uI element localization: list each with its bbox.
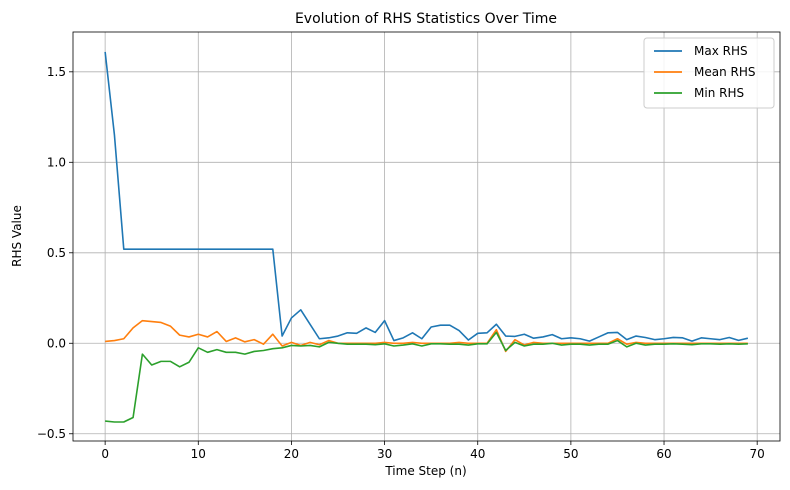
legend-label-mean-rhs: Mean RHS [694,65,756,79]
series-line-mean-rhs [105,319,748,353]
series-line-min-rhs [105,331,748,423]
x-tick-label: 30 [377,447,392,461]
y-tick-label: 0.5 [47,246,66,260]
x-tick-label: 10 [191,447,206,461]
y-tick-label: 1.5 [47,65,66,79]
y-tick-label: 0.0 [47,336,66,350]
series-line-max-rhs [104,51,749,342]
x-tick-label: 0 [101,447,109,461]
x-tick-label: 70 [750,447,765,461]
x-axis: 0 10 20 30 40 50 60 70 [101,441,765,461]
x-tick-label: 40 [470,447,485,461]
legend-label-max-rhs: Max RHS [694,44,748,58]
x-tick-label: 50 [563,447,578,461]
y-tick-label: −0.5 [37,427,66,441]
x-axis-label: Time Step (n) [384,464,466,478]
x-tick-label: 60 [656,447,671,461]
legend-box [643,37,775,109]
y-tick-label: 1.0 [47,155,66,169]
plot-frame [72,31,781,442]
legend-label-min-rhs: Min RHS [694,86,744,100]
chart-title: Evolution of RHS Statistics Over Time [295,11,557,27]
y-axis-label: RHS Value [10,205,24,267]
series-layer [104,51,749,423]
y-axis: −0.5 0.0 0.5 1.0 1.5 [37,65,73,441]
x-tick-label: 20 [284,447,299,461]
legend: Max RHS Mean RHS Min RHS [643,37,775,109]
